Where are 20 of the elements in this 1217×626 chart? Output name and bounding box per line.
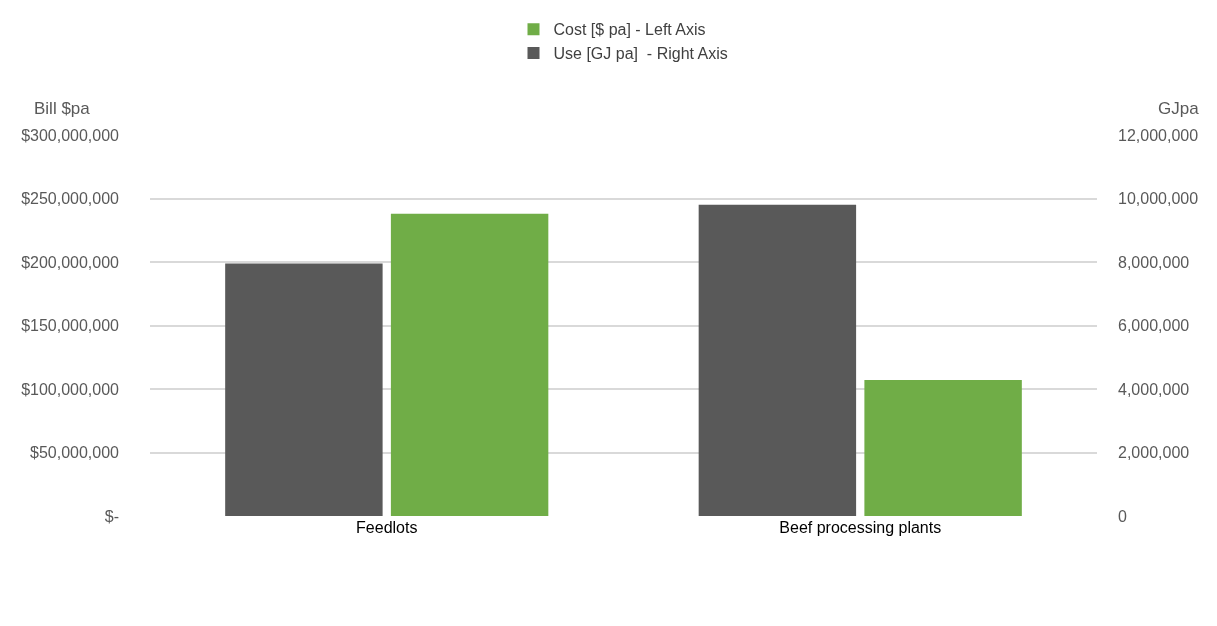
y2-tick-label: 2,000,000: [1118, 444, 1190, 462]
legend-label: Cost [$ pa] - Left Axis: [553, 21, 706, 39]
y-tick-label: $250,000,000: [21, 190, 120, 208]
x-tick-label: Beef processing plants: [779, 519, 942, 536]
y-axis-title: Bill $pa: [34, 99, 91, 118]
y-tick-label: $-: [104, 507, 119, 525]
y-tick-label: $100,000,000: [21, 380, 120, 398]
y2-axis-title: GJpa: [1158, 99, 1200, 118]
x-tick-label: Feedlots: [356, 519, 418, 536]
y-tick-label: $50,000,000: [30, 444, 120, 462]
y2-tick-label: 10,000,000: [1118, 190, 1199, 208]
y2-tick-label: 0: [1118, 507, 1127, 525]
y2-tick-label: 8,000,000: [1118, 253, 1190, 271]
y-tick-label: $150,000,000: [21, 317, 120, 335]
y2-tick-label: 4,000,000: [1118, 380, 1190, 398]
y-tick-label: $300,000,000: [21, 126, 120, 144]
y-tick-label: $200,000,000: [21, 253, 120, 271]
y2-tick-label: 6,000,000: [1118, 317, 1190, 335]
legend-label: Use [GJ pa] - Right Axis: [553, 45, 728, 63]
y2-tick-label: 12,000,000: [1118, 126, 1199, 144]
